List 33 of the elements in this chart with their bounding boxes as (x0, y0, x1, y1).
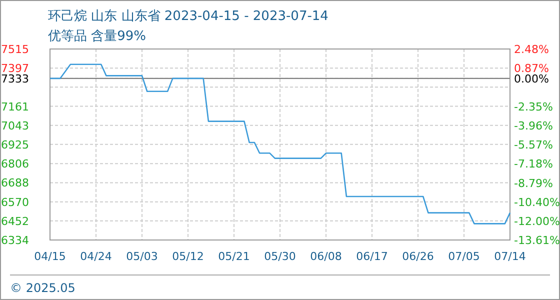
text: © 2025.05 (10, 281, 76, 295)
x-tick-label: 07/05 (448, 250, 480, 263)
y-tick-label: 6570 (1, 196, 29, 209)
x-tick-label: 06/17 (356, 250, 388, 263)
y-tick-label: 7043 (1, 119, 29, 132)
y2-tick-label: -3.96% (514, 119, 553, 132)
x-tick-label: 05/21 (218, 250, 250, 263)
x-tick-label: 05/03 (126, 250, 158, 263)
x-tick-label: 05/30 (264, 250, 296, 263)
y2-tick-label: -2.35% (514, 100, 553, 114)
y-tick-label: 6334 (1, 234, 29, 247)
y2-tick-label: -8.79% (514, 176, 553, 190)
x-tick-label: 04/15 (34, 250, 66, 263)
y2-tick-label: -10.40% (514, 196, 560, 209)
y2-tick-label: -7.18% (514, 158, 553, 171)
y2-tick-label: -5.57% (514, 138, 553, 152)
y-tick-label: 7515 (1, 43, 29, 56)
y2-tick-label: 2.48% (514, 43, 549, 56)
x-tick-label: 06/26 (402, 250, 434, 263)
y-tick-label: 6452 (1, 214, 29, 228)
y-tick-label: 6688 (1, 176, 29, 190)
x-tick-label: 04/24 (80, 250, 112, 263)
x-tick-label: 06/08 (310, 250, 342, 263)
chart-title: 环己烷 山东 山东省 2023-04-15 - 2023-07-14 (48, 9, 328, 24)
y-tick-label: 6925 (1, 138, 29, 152)
y2-tick-label: -13.61% (514, 234, 560, 247)
y-tick-label: 7161 (1, 100, 29, 114)
line-series (49, 64, 511, 224)
x-tick-label: 05/12 (172, 250, 204, 263)
chart-subtitle: 优等品 含量99% (48, 29, 146, 44)
y-tick-label: 6806 (1, 158, 29, 171)
y2-tick-label: -12.00% (514, 214, 560, 228)
x-tick-label: 07/14 (494, 250, 526, 263)
